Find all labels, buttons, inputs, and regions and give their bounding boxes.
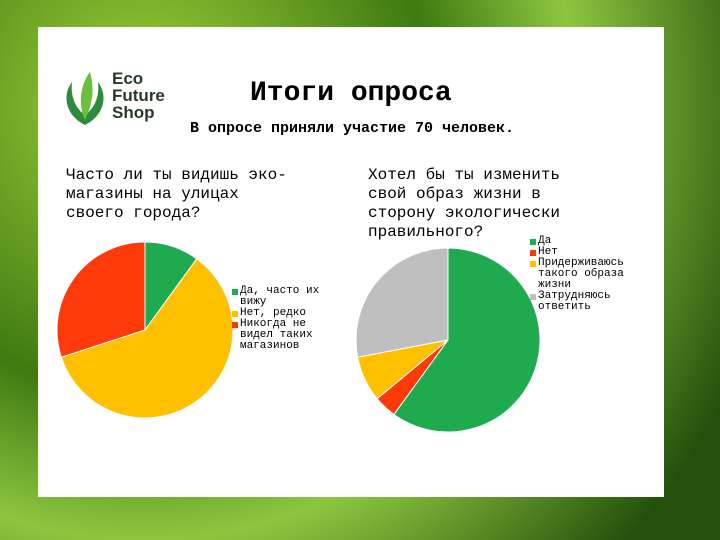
legend-swatch — [232, 322, 238, 328]
legend-label: Да — [538, 235, 552, 247]
logo-text: Eco Future Shop — [112, 70, 165, 121]
legend-swatch — [530, 250, 536, 256]
legend-label: Никогда не видел таких магазинов — [240, 318, 313, 352]
legend-item: Нет, редко — [232, 308, 324, 319]
legend-swatch — [232, 311, 238, 317]
legend-label: Да, часто их вижу — [240, 285, 320, 308]
legend-item: Да — [530, 236, 638, 247]
legend-item: Да, часто их вижу — [232, 286, 324, 308]
pie-slice — [56, 241, 146, 358]
legend-swatch — [530, 261, 536, 267]
legend-swatch — [530, 239, 536, 245]
logo-line: Shop — [112, 103, 155, 122]
legend-item: Придерживаюсь такого образа жизни — [530, 258, 638, 291]
slide-title: Итоги опроса — [250, 78, 452, 109]
legend-item: Никогда не видел таких магазинов — [232, 319, 324, 352]
legend-label: Придерживаюсь такого образа жизни — [538, 257, 624, 291]
logo-line: Future — [112, 86, 165, 105]
legend: Да, часто их вижу Нет, редко Никогда не ви… — [232, 286, 324, 352]
legend-swatch — [530, 294, 536, 300]
pie-slice — [355, 247, 449, 358]
logo-icon — [66, 72, 104, 125]
chart-title: Часто ли ты видишь эко-магазины на улица… — [66, 166, 287, 222]
legend-label: Нет — [538, 246, 558, 258]
slide-subtitle: В опросе приняли участие 70 человек. — [190, 120, 515, 137]
pie-slice — [393, 247, 541, 433]
pie-slice — [60, 258, 234, 419]
legend-item: Затрудняюсь ответить — [530, 291, 638, 313]
legend-label: Затрудняюсь ответить — [538, 290, 611, 313]
legend-swatch — [232, 289, 238, 295]
logo-line: Eco — [112, 69, 144, 88]
legend-label: Нет, редко — [240, 307, 307, 319]
legend-item: Нет — [530, 247, 638, 258]
legend: Да Нет Придерживаюсь такого образа жизни За… — [530, 236, 638, 313]
chart-title: Хотел бы ты изменить свой образ жизни в … — [368, 166, 561, 241]
